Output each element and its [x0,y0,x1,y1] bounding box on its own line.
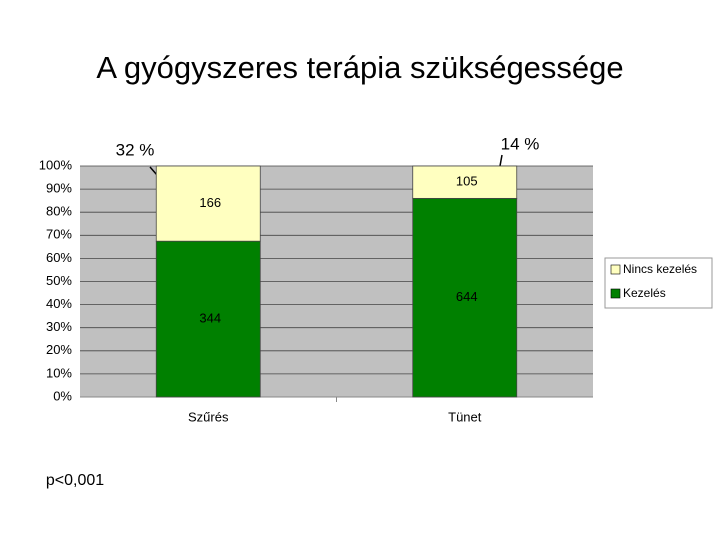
y-tick-label: 60% [46,250,72,265]
y-tick-label: 50% [46,273,72,288]
legend-label: Kezelés [623,286,666,300]
y-tick-label: 20% [46,342,72,357]
value-label: 644 [456,289,478,304]
x-tick-label: Tünet [448,409,482,424]
y-tick-label: 90% [46,181,72,196]
y-tick-label: 30% [46,319,72,334]
legend [604,257,713,309]
note: p<0,001 [46,472,104,489]
bar-segment [412,165,518,199]
annotation: 14 % [501,134,540,153]
y-tick-label: 40% [46,296,72,311]
legend-swatch [610,264,621,275]
bar-segment [155,240,261,398]
legend-label: Nincs kezelés [623,262,697,276]
legend-swatch [610,288,621,299]
value-label: 344 [199,311,221,326]
value-label: 105 [456,174,478,189]
annotation: 32 % [116,140,155,159]
value-label: 166 [199,195,221,210]
y-tick-label: 0% [53,388,72,403]
bar-segment [155,165,261,242]
y-tick-label: 70% [46,227,72,242]
bar-segment [412,197,518,398]
y-tick-label: 10% [46,365,72,380]
chart-title: A gyógyszeres terápia szükségessége [96,50,623,85]
x-tick-label: Szűrés [188,409,229,424]
y-tick-label: 80% [46,204,72,219]
y-tick-label: 100% [39,157,73,172]
